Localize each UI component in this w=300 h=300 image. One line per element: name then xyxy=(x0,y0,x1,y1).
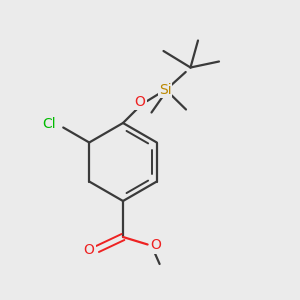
Text: O: O xyxy=(151,238,161,252)
Text: Si: Si xyxy=(159,83,171,97)
Text: Cl: Cl xyxy=(42,118,56,131)
Text: O: O xyxy=(135,95,146,109)
Text: O: O xyxy=(84,244,94,257)
